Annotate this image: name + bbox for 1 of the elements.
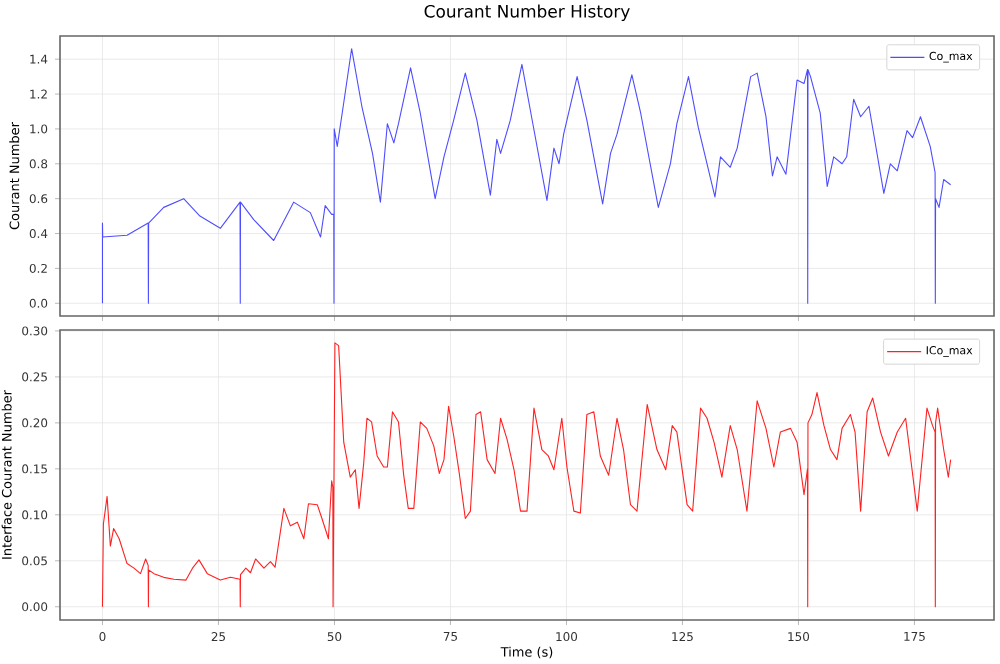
chart-title: Courant Number History [424, 4, 630, 21]
